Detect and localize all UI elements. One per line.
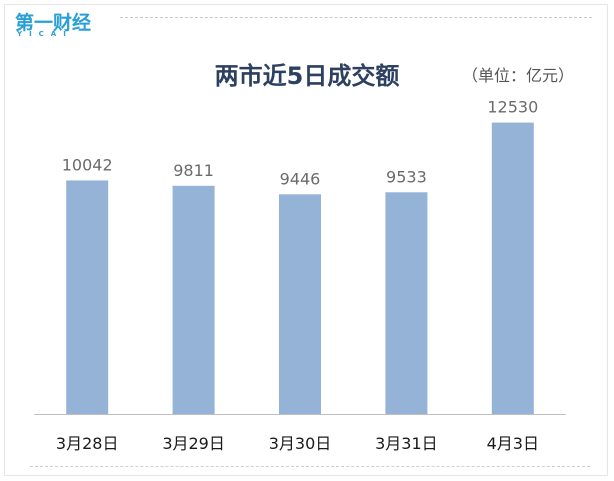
logo-subtext: YICAI <box>17 30 73 38</box>
x-tick-labels-group: 3月28日 3月29日 3月30日 3月31日 4月3日 <box>56 434 539 453</box>
page-frame <box>4 4 608 476</box>
bar <box>491 122 534 415</box>
x-tick-label: 3月29日 <box>162 434 225 453</box>
value-labels-group: 10042 9811 9446 9533 12530 <box>62 98 539 189</box>
chart-title: 两市近5日成交额 <box>214 62 400 90</box>
x-tick-label: 3月31日 <box>375 434 438 453</box>
bar-value-label: 12530 <box>487 98 538 117</box>
bar <box>279 194 321 414</box>
unit-label: （单位：亿元） <box>461 66 574 85</box>
bar-value-label: 9446 <box>280 169 321 188</box>
x-tick-label: 3月30日 <box>269 434 332 453</box>
bar-value-label: 9811 <box>173 161 214 180</box>
header-divider <box>120 17 592 18</box>
bars-group <box>66 122 534 415</box>
bar <box>385 192 428 414</box>
logo-wordmark: 第一财经 <box>15 12 92 34</box>
x-tick-label: 4月3日 <box>487 434 539 453</box>
footer-divider <box>30 466 590 467</box>
bar-value-label: 9533 <box>386 167 427 186</box>
x-tick-label: 3月28日 <box>56 434 119 453</box>
yicai-logo: 第一财经 YICAI <box>15 8 111 42</box>
bar <box>172 185 215 414</box>
bar-value-label: 10042 <box>62 155 113 174</box>
bar <box>66 180 109 414</box>
